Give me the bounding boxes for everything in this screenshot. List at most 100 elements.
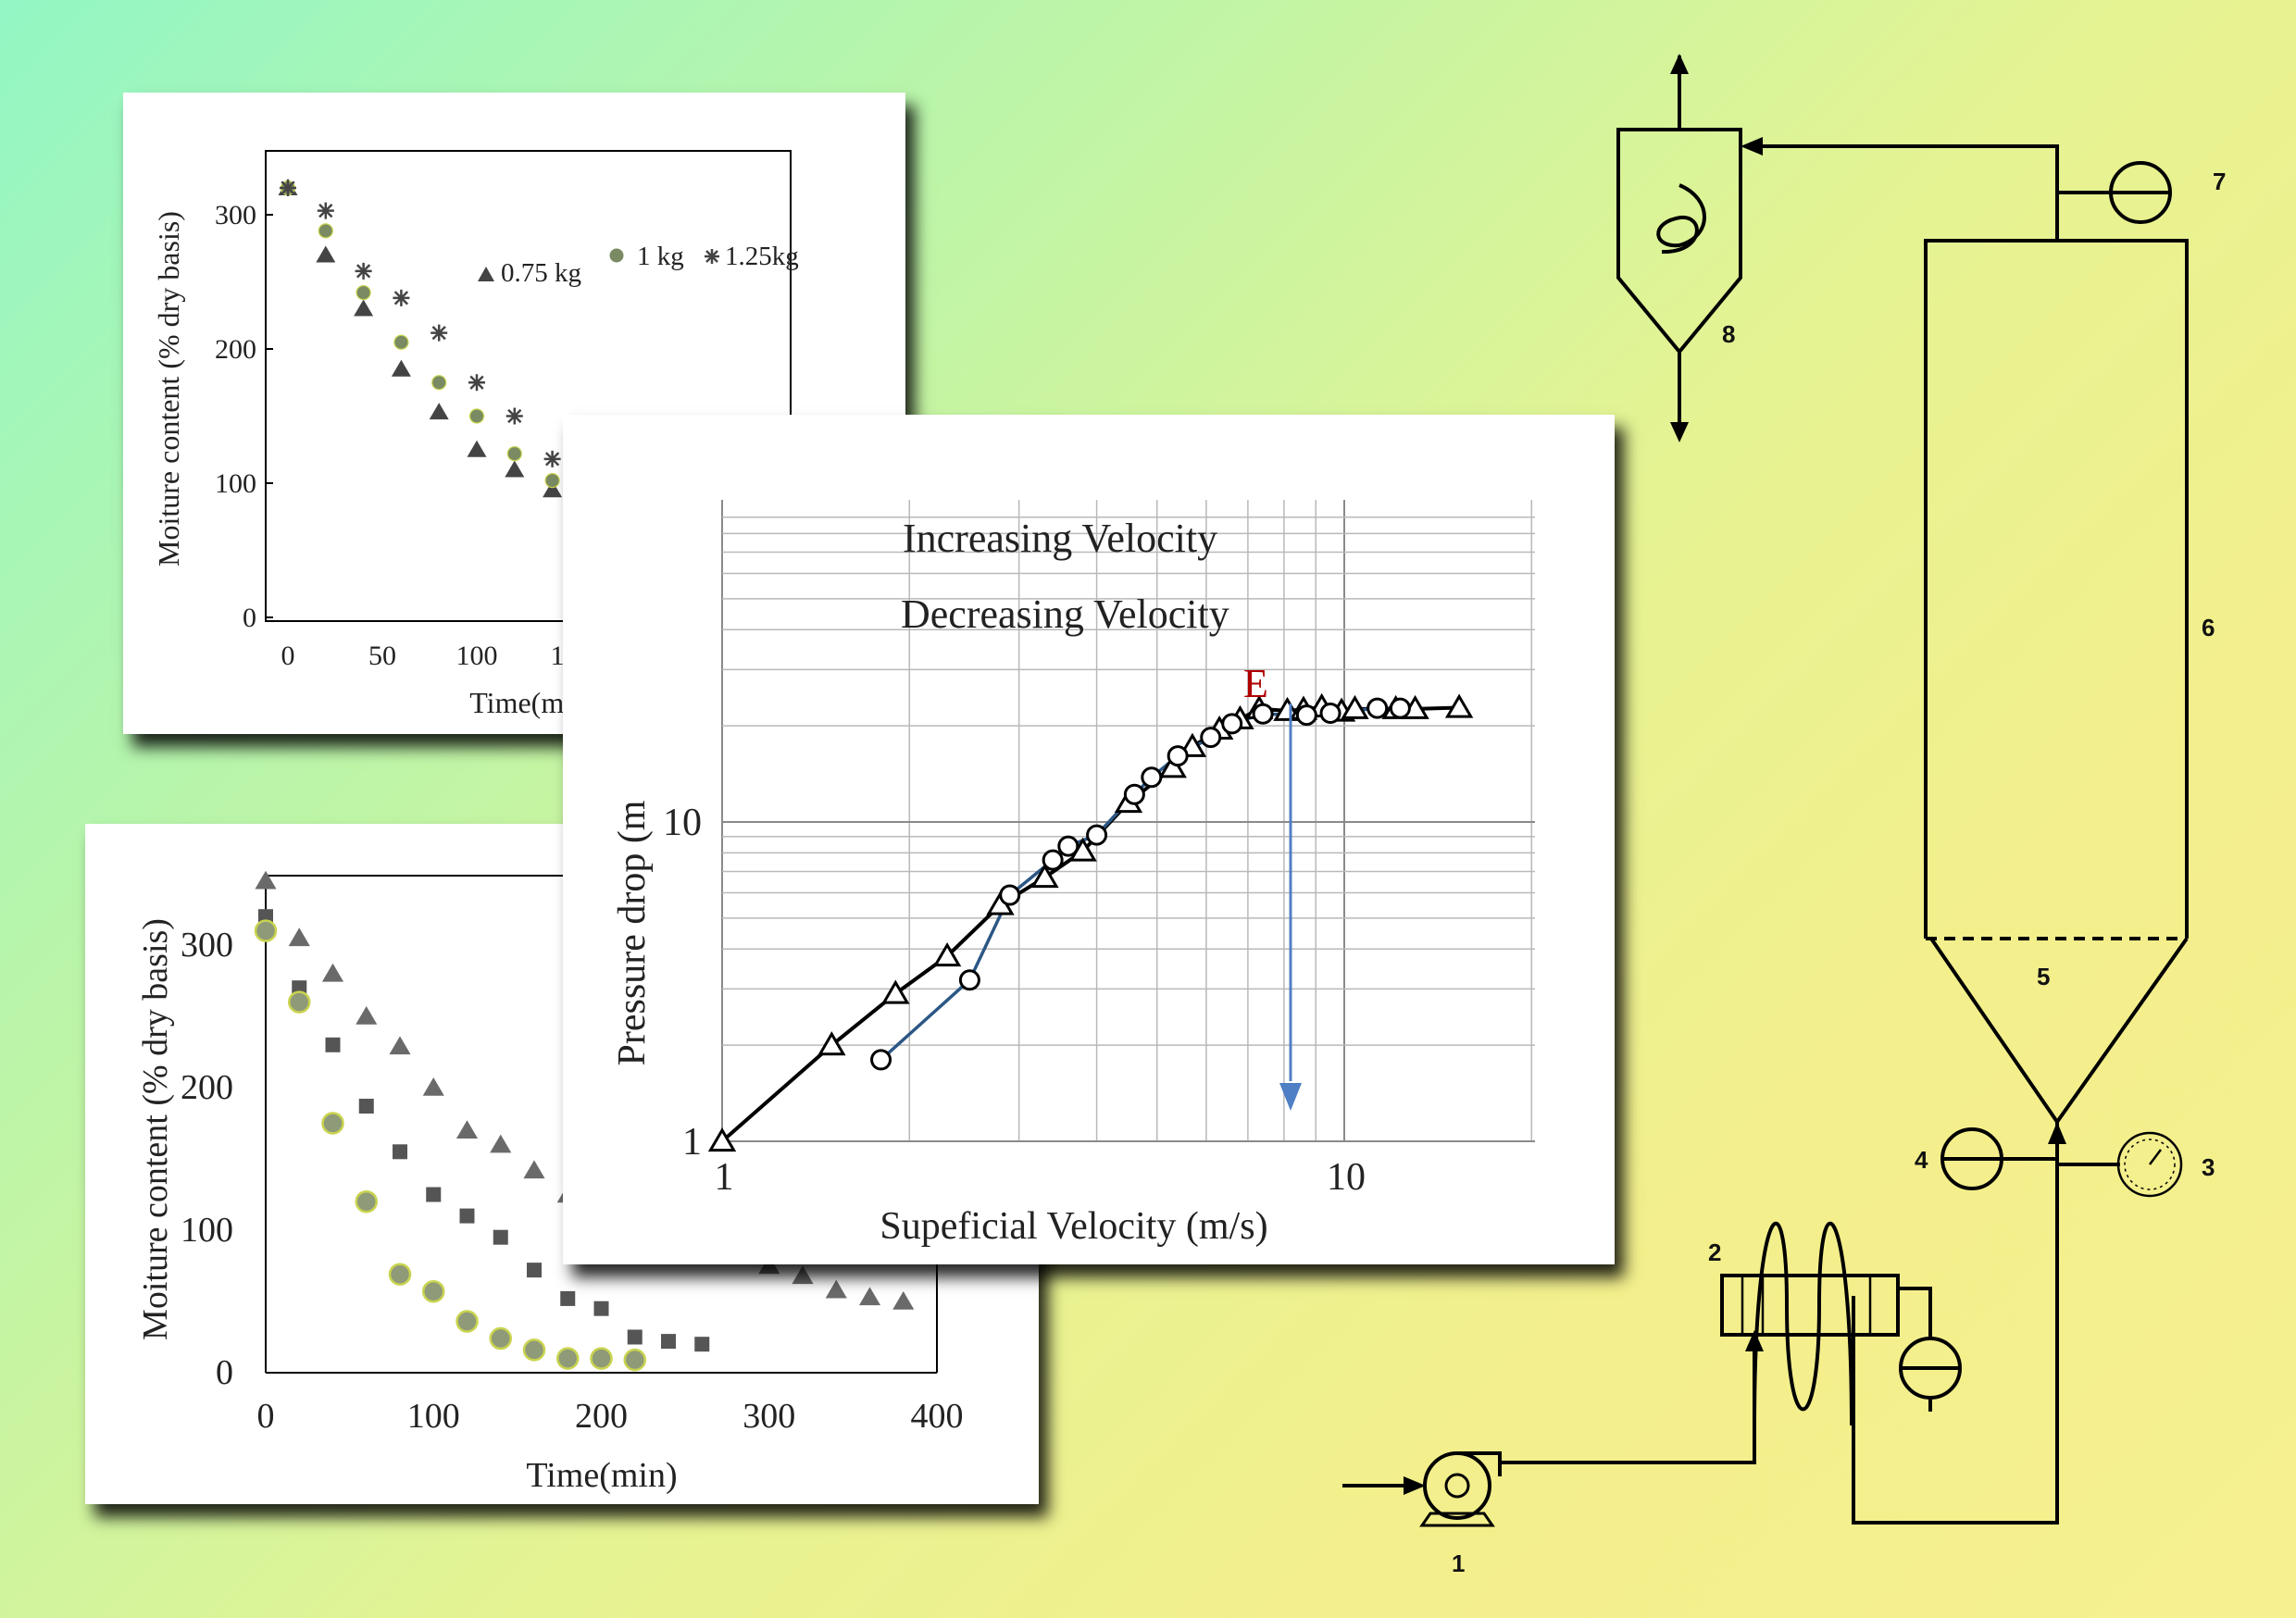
data-point-decreasing [1319,703,1341,725]
data-point-decreasing [1086,824,1108,846]
data-point-series-0 [455,1120,479,1139]
data-point-series-1 [527,1263,542,1278]
data-point-series-2 [590,1347,613,1370]
data-point-series-0 [523,1160,545,1179]
data-point-series-1 [393,1144,407,1160]
legend-1kg: 1 kg [637,242,684,271]
data-point-series-0 [758,1255,780,1275]
data-point-series-1 [661,1334,676,1350]
x-tick-label: 50 [368,641,396,671]
transition-arrow-head [1279,1083,1302,1111]
data-point-0.75kg [467,440,487,457]
data-point-series-2 [556,1347,580,1370]
data-point-decreasing [999,884,1021,906]
pressure-gauge-icon [2116,1131,2183,1198]
data-point-decreasing [1295,704,1317,727]
data-point-series-2 [254,919,278,942]
legend-1.25kg: 1.25kg [725,242,799,271]
grid [721,500,1535,1142]
data-point-series-0 [892,1291,915,1310]
data-point-1.25kg [505,407,523,425]
data-point-decreasing [1221,713,1243,735]
y-tick-label: 300 [215,200,256,230]
data-point-series-0 [321,963,344,982]
data-point-series-2 [422,1279,445,1303]
legend-0.75kg: 0.75 kg [501,258,581,288]
data-point-0.75kg [429,403,449,420]
data-point-decreasing [870,1049,892,1071]
data-point-series-1 [358,1099,374,1114]
label-6: 6 [2202,614,2215,641]
x-tick-label: 0 [257,1397,275,1436]
y-tick-label: 300 [181,926,233,965]
x-tick-label: 200 [575,1397,628,1436]
data-point-series-0 [825,1279,847,1299]
y-tick-label: 0 [216,1353,233,1392]
y-axis-title: Moiture content (% dry basis) [136,918,175,1340]
annotation-e: E [1243,661,1268,706]
y-axis-title: Moiture content (% dry basis) [152,211,185,566]
data-point-series-0 [422,1077,444,1096]
data-point-series-0 [792,1265,814,1285]
data-point-series-0 [490,1134,512,1153]
data-point-increasing [932,941,962,967]
x-tick-label: 1 [715,1156,734,1199]
data-point-series-1 [560,1290,576,1306]
data-point-0.75kg [391,359,411,377]
data-point-decreasing [1252,703,1274,725]
data-point-decreasing [1167,745,1189,767]
data-point-1.25kg [543,450,561,467]
data-point-1kg [506,446,522,462]
data-point-decreasing [1389,697,1411,719]
data-point-1kg [431,375,447,391]
label-7: 7 [2213,168,2226,195]
heater-coil [1753,1221,1853,1426]
data-point-1.25kg [430,324,448,342]
data-point-decreasing [958,969,980,991]
label-1: 1 [1452,1550,1465,1577]
data-point-decreasing [1042,849,1064,871]
y-tick-label: 100 [181,1211,233,1250]
series-line-increasing [720,704,1460,1143]
y-tick-label: 200 [215,334,256,365]
data-point-increasing [1030,864,1059,889]
pressure-drop-chart: E Increasing Velocity Decreasing Velocit… [611,500,1535,1248]
series-line-decreasing [880,706,1401,1062]
data-point-series-2 [623,1348,646,1372]
label-3: 3 [2202,1153,2215,1181]
data-point-series-2 [321,1112,344,1135]
data-point-1.25kg [317,202,334,219]
data-point-series-1 [426,1187,442,1202]
label-4: 4 [1915,1146,1928,1174]
data-point-series-0 [255,870,277,890]
data-point-series-1 [459,1208,475,1224]
y-tick-label: 200 [181,1068,233,1107]
cyclone-separator [1616,128,1742,355]
y-tick-label: 1 [682,1121,702,1164]
data-point-decreasing [1366,697,1389,719]
cyclone-spiral [1656,183,1706,254]
x-tick-label: 100 [407,1397,460,1436]
data-point-increasing [1341,694,1369,719]
data-point-decreasing [1123,783,1145,805]
y-axis-title: Pressure drop (m [611,800,654,1065]
data-point-1.25kg [280,180,296,196]
data-point-1kg [468,408,485,424]
x-tick-label: 10 [1327,1156,1366,1199]
label-2: 2 [1708,1238,1721,1266]
data-point-1kg [356,285,371,301]
data-point-increasing [881,979,910,1004]
pressure-drop-card: E Increasing Velocity Decreasing Velocit… [563,415,1615,1264]
x-axis-title: Supeficial Velocity (m/s) [880,1205,1267,1248]
legend-decreasing-velocity: Decreasing Velocity [901,591,1229,637]
data-point-1kg [318,223,333,239]
data-point-series-2 [455,1310,479,1333]
legend-increasing-velocity: Increasing Velocity [903,516,1217,561]
x-tick-label: 400 [911,1397,964,1436]
y-tick-label: 0 [243,603,256,633]
data-point-series-1 [325,1037,341,1052]
data-point-series-2 [489,1326,512,1350]
data-point-series-1 [627,1329,643,1345]
data-point-1kg [544,473,560,489]
data-point-series-0 [288,927,310,947]
